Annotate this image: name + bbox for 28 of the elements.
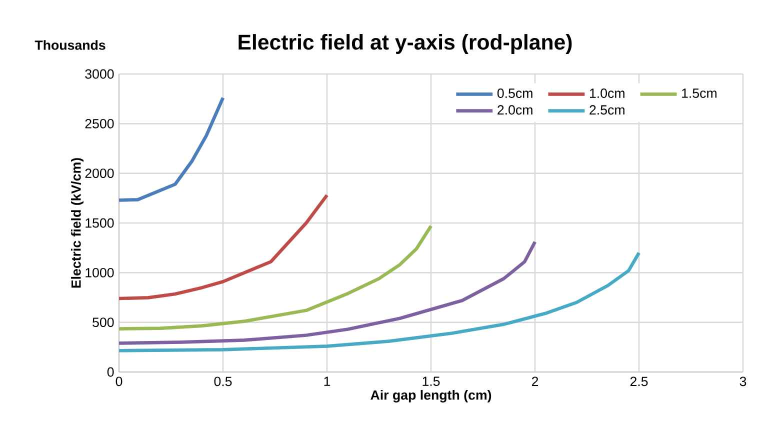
x-tick-label: 3 [740, 376, 746, 386]
x-tick-label: 1.5 [422, 376, 440, 386]
line-series [119, 240, 537, 345]
legend-label: 2.0cm [498, 105, 532, 115]
x-tick-label: 2 [532, 376, 538, 386]
x-tick-label: 0.5 [214, 376, 232, 386]
y-tick-label: 500 [92, 318, 114, 328]
legend-label: 0.5cm [497, 88, 532, 98]
y-tick-label: 2000 [85, 168, 114, 178]
line-series [119, 251, 641, 352]
y-tick-label: 1500 [86, 218, 114, 228]
legend-label: 1.0cm [590, 88, 624, 98]
y-tick-label: 3000 [85, 69, 114, 79]
x-tick-label: 2.5 [630, 376, 648, 386]
x-tick-label: 0 [116, 376, 122, 386]
x-axis-title: Air gap length (cm) [370, 390, 492, 402]
legend-label: 2.5cm [590, 105, 624, 115]
y-axis-title: Electric field (kV/cm) [71, 158, 84, 288]
y-tick-label: 1000 [86, 268, 114, 278]
line-series [119, 96, 225, 202]
legend-label: 1.5cm [682, 88, 716, 98]
text: Thousands [34, 40, 106, 50]
line-series [119, 194, 329, 300]
line-series [119, 224, 433, 330]
y-tick-label: 0 [107, 367, 114, 377]
y-tick-label: 2500 [85, 118, 114, 128]
x-tick-label: 1 [324, 376, 330, 386]
chart-title: Electric field at y-axis (rod-plane) [238, 34, 572, 54]
